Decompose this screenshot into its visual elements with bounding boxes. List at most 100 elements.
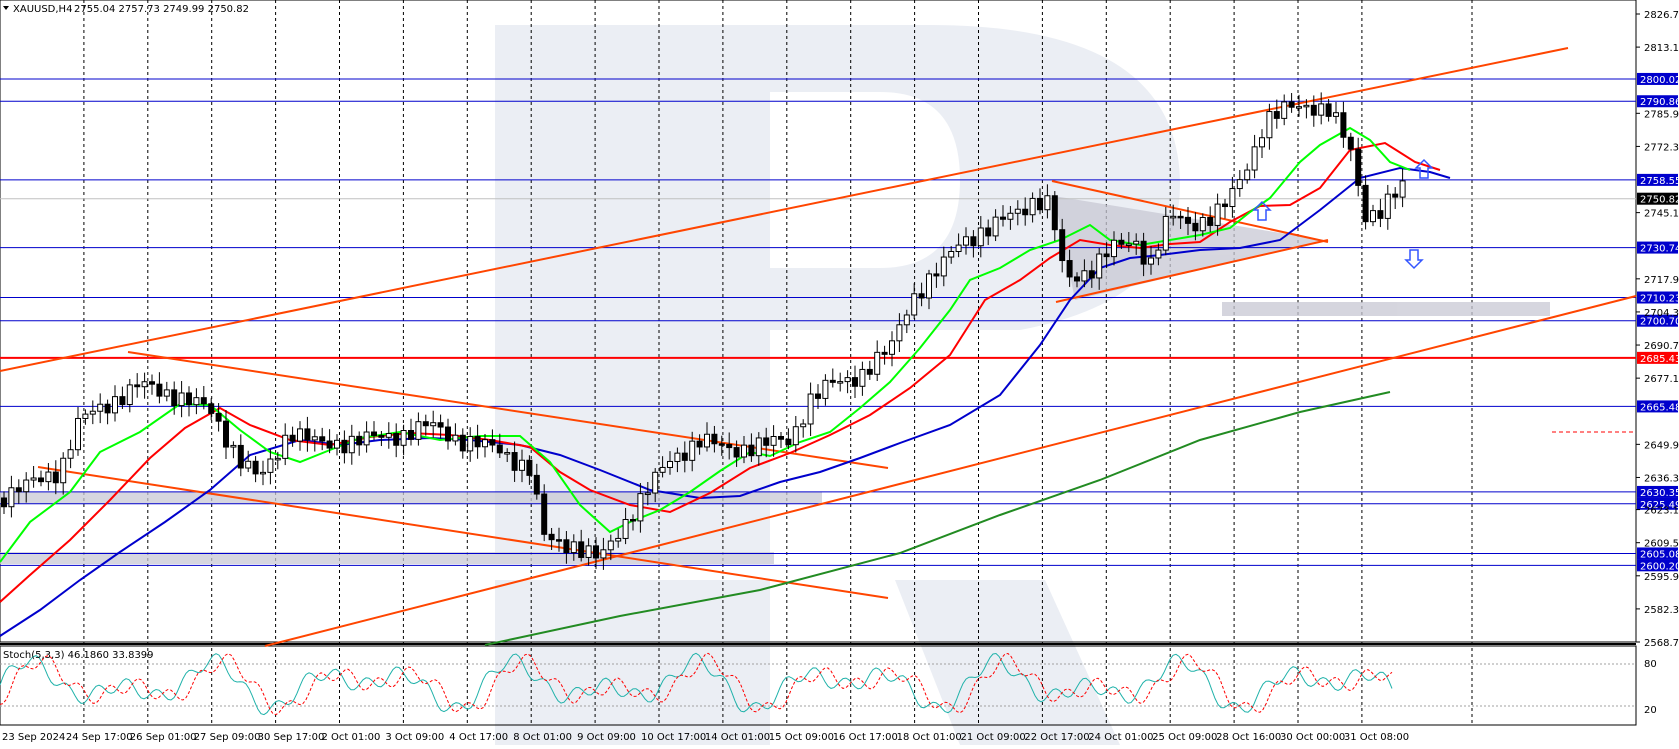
candle bbox=[570, 541, 577, 554]
candle bbox=[237, 444, 244, 469]
candle bbox=[659, 466, 666, 473]
candle bbox=[334, 439, 340, 449]
x-tick-label: 15 Oct 09:00 bbox=[769, 732, 834, 743]
ma-long-green bbox=[484, 391, 1391, 646]
x-tick-label: 14 Oct 01:00 bbox=[705, 732, 770, 743]
candle bbox=[8, 487, 15, 508]
candle bbox=[496, 444, 503, 454]
candle bbox=[1133, 240, 1140, 245]
candle bbox=[607, 540, 614, 551]
candle bbox=[30, 477, 37, 481]
candle bbox=[1244, 169, 1251, 181]
candle bbox=[1214, 203, 1221, 226]
down-arrow-icon bbox=[1404, 249, 1424, 270]
candle bbox=[792, 426, 799, 446]
candle bbox=[992, 216, 999, 237]
candle bbox=[452, 434, 459, 442]
symbol-label: XAUUSD,H4 bbox=[13, 4, 72, 15]
y-tick-label: 2636.30 bbox=[1644, 473, 1679, 484]
candle bbox=[1296, 106, 1302, 109]
candle bbox=[289, 434, 296, 442]
candle bbox=[674, 452, 681, 462]
candle bbox=[696, 440, 703, 448]
candle bbox=[119, 396, 126, 406]
candle bbox=[1259, 137, 1265, 148]
candle bbox=[1022, 208, 1029, 216]
candle bbox=[940, 256, 947, 277]
price-label: 2750.82 bbox=[1640, 195, 1679, 206]
candle bbox=[800, 423, 807, 428]
x-tick-label: 16 Oct 17:00 bbox=[833, 732, 898, 743]
candlestick-series bbox=[1, 92, 1406, 570]
price-label-box bbox=[1637, 547, 1678, 560]
candle bbox=[548, 533, 555, 541]
candle bbox=[215, 412, 222, 422]
candle bbox=[1192, 222, 1199, 232]
candle bbox=[681, 452, 688, 461]
candle bbox=[785, 438, 792, 446]
y-tick-label: 2717.90 bbox=[1644, 275, 1679, 286]
price-label-box bbox=[1637, 559, 1678, 572]
candle bbox=[896, 324, 903, 342]
candle bbox=[186, 392, 192, 406]
candle bbox=[1170, 215, 1177, 219]
y-tick-label: 2649.90 bbox=[1644, 440, 1679, 451]
candle bbox=[430, 422, 437, 427]
y-tick-label: 2609.50 bbox=[1644, 539, 1679, 550]
price-label-box bbox=[1637, 400, 1678, 413]
candle bbox=[1207, 216, 1214, 226]
candle bbox=[415, 421, 422, 440]
x-tick-label: 26 Sep 01:00 bbox=[130, 732, 197, 743]
candle bbox=[519, 459, 525, 471]
candle bbox=[1177, 215, 1184, 219]
y-tick-label: 2582.30 bbox=[1644, 605, 1679, 616]
x-tick-label: 9 Oct 09:00 bbox=[577, 732, 636, 743]
candle bbox=[1347, 136, 1354, 150]
price-label: 2600.20 bbox=[1640, 561, 1679, 572]
candle bbox=[1288, 101, 1295, 108]
candle bbox=[1066, 260, 1073, 278]
dropdown-triangle-icon[interactable] bbox=[3, 6, 9, 10]
level-lines: 2800.02 2790.86 2758.55 2750.82 2730.74 2710.… bbox=[0, 72, 1679, 572]
candle bbox=[955, 244, 962, 253]
candle bbox=[1007, 212, 1014, 220]
candle bbox=[1399, 180, 1406, 198]
stoch-k-line bbox=[0, 652, 1393, 716]
candle bbox=[770, 436, 777, 446]
candle bbox=[112, 396, 118, 414]
candle bbox=[89, 410, 96, 415]
candle bbox=[149, 381, 155, 385]
candle bbox=[1251, 146, 1258, 171]
x-tick-label: 24 Sep 17:00 bbox=[66, 732, 133, 743]
watermark-logo bbox=[495, 25, 1180, 745]
price-label-box bbox=[1637, 95, 1678, 108]
x-tick-label: 10 Oct 17:00 bbox=[641, 732, 706, 743]
candle bbox=[385, 433, 392, 438]
candle bbox=[97, 403, 104, 412]
x-tick-label: 30 Sep 17:00 bbox=[258, 732, 325, 743]
candle bbox=[1118, 239, 1125, 245]
candle bbox=[67, 449, 74, 459]
candle bbox=[1362, 184, 1369, 223]
candle bbox=[755, 437, 762, 457]
price-label: 2625.49 bbox=[1640, 500, 1679, 511]
price-label-box bbox=[1637, 173, 1678, 186]
price-axis: 2826.70 2813.10 2785.90 2772.30 2745.10 2717.… bbox=[1636, 10, 1679, 649]
x-tick-label: 28 Oct 16:00 bbox=[1216, 732, 1281, 743]
candle bbox=[422, 421, 429, 427]
candle bbox=[348, 435, 355, 454]
candle bbox=[689, 440, 696, 461]
candle bbox=[889, 340, 895, 355]
price-label: 2700.70 bbox=[1640, 317, 1679, 328]
candle bbox=[1014, 208, 1021, 214]
candle bbox=[541, 493, 548, 535]
y-tick-label: 2826.70 bbox=[1644, 10, 1679, 21]
y-tick-label: 2595.90 bbox=[1644, 572, 1679, 583]
candle bbox=[408, 430, 414, 440]
candle bbox=[1059, 229, 1066, 262]
candle bbox=[637, 493, 644, 522]
candle bbox=[844, 377, 851, 383]
